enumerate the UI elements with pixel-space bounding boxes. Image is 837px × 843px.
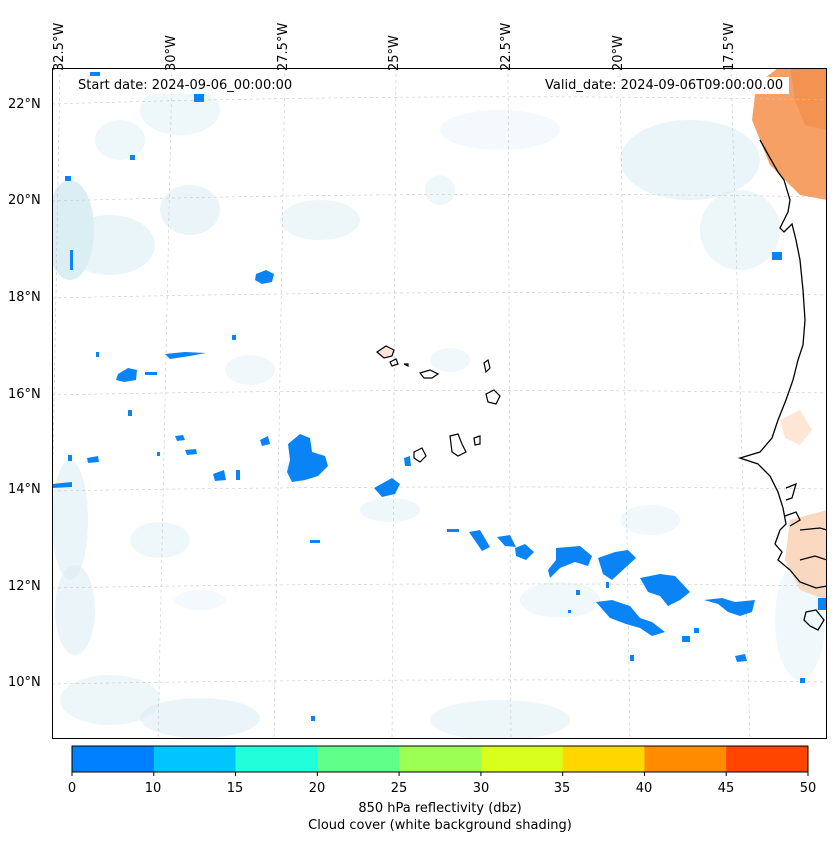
colorbar-segment bbox=[235, 746, 318, 772]
lon-label-22-5w: 22.5°W bbox=[499, 22, 514, 71]
colorbar-label: 850 hPa reflectivity (dbz) bbox=[358, 801, 522, 816]
colorbar-tick: 30 bbox=[472, 781, 490, 796]
lat-label-18n: 18°N bbox=[8, 290, 41, 305]
colorbar-segment bbox=[562, 746, 645, 772]
colorbar-tick: 50 bbox=[799, 781, 817, 796]
colorbar-segment bbox=[317, 746, 400, 772]
land-reflectivity-shading bbox=[752, 68, 827, 600]
reflectivity-patches bbox=[52, 72, 827, 721]
colorbar-tick: 45 bbox=[717, 781, 735, 796]
cabo-verde-islands bbox=[376, 345, 501, 463]
lat-label-12n: 12°N bbox=[8, 579, 41, 594]
lat-label-16n: 16°N bbox=[8, 387, 41, 402]
colorbar-tick: 20 bbox=[308, 781, 326, 796]
lon-label-32-5w: 32.5°W bbox=[52, 22, 67, 71]
colorbar-frame bbox=[71, 745, 809, 773]
lat-label-10n: 10°N bbox=[8, 675, 41, 690]
lat-label-22n: 22°N bbox=[8, 97, 41, 112]
lat-label-20n: 20°N bbox=[8, 193, 41, 208]
colorbar-segment bbox=[644, 746, 727, 772]
lon-label-17-5w: 17.5°W bbox=[722, 22, 737, 71]
map-frame bbox=[52, 68, 827, 739]
cloud-cover-shading bbox=[52, 85, 825, 739]
colorbar-segment bbox=[72, 746, 155, 772]
coastline bbox=[737, 139, 827, 631]
colorbar-segment bbox=[480, 746, 564, 772]
colorbar-tick: 15 bbox=[226, 781, 244, 796]
colorbar-sublabel: Cloud cover (white background shading) bbox=[308, 818, 572, 833]
lon-label-20w: 20°W bbox=[611, 35, 626, 71]
lon-label-30w: 30°W bbox=[164, 35, 179, 71]
colorbar-segment bbox=[399, 746, 482, 772]
lat-lon-gridlines bbox=[52, 68, 827, 739]
lat-label-14n: 14°N bbox=[8, 482, 41, 497]
lon-label-25w: 25°W bbox=[387, 35, 402, 71]
colorbar-tick: 10 bbox=[144, 781, 162, 796]
start-date-label: Start date: 2024-09-06_00:00:00 bbox=[72, 77, 299, 94]
lon-label-27-5w: 27.5°W bbox=[276, 22, 291, 71]
colorbar-segment bbox=[153, 746, 237, 772]
colorbar-tick: 0 bbox=[67, 781, 77, 796]
valid-date-label: Valid_date: 2024-09-06T09:00:00.00 bbox=[539, 77, 790, 94]
colorbar bbox=[71, 745, 809, 776]
colorbar-tick: 35 bbox=[553, 781, 571, 796]
colorbar-tick: 25 bbox=[390, 781, 408, 796]
colorbar-segment bbox=[726, 746, 809, 772]
colorbar-tick: 40 bbox=[635, 781, 653, 796]
